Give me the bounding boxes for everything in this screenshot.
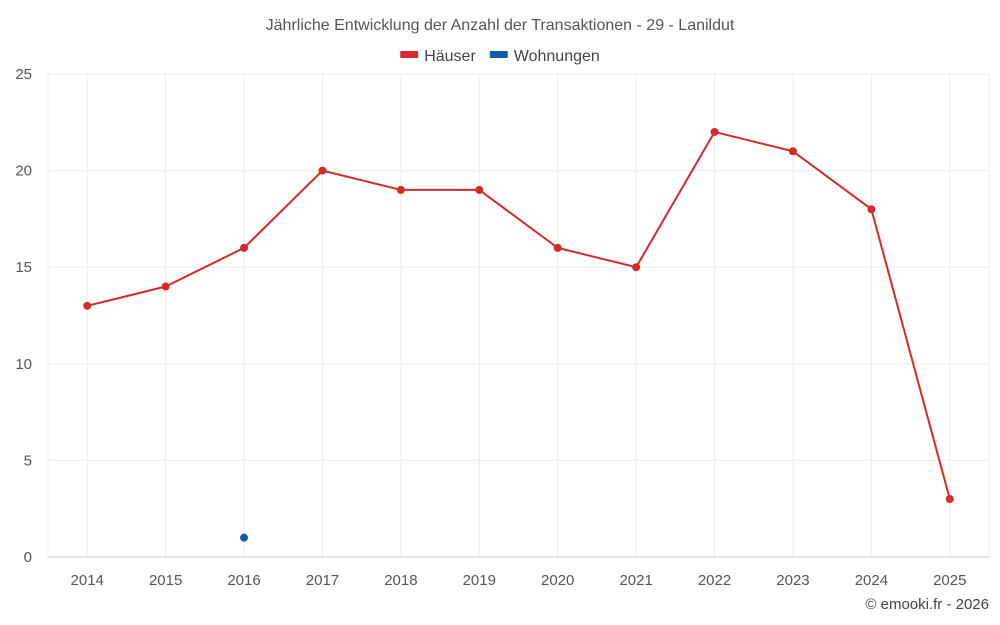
series-0-point-2023[interactable] (788, 147, 797, 156)
series-0-point-2014[interactable] (83, 301, 92, 310)
series-0-point-2018[interactable] (396, 185, 405, 194)
x-tick-label-2017: 2017 (306, 572, 339, 589)
x-tick-label-2015: 2015 (149, 572, 182, 589)
legend-label-1: Wohnungen (514, 48, 600, 65)
grid (47, 73, 990, 558)
series-0-point-2020[interactable] (553, 243, 562, 252)
legend-item-0[interactable]: Häuser (400, 48, 476, 65)
x-tick-label-2018: 2018 (384, 572, 417, 589)
x-tick-label-2021: 2021 (619, 572, 652, 589)
chart-title: Jährliche Entwicklung der Anzahl der Tra… (266, 17, 735, 34)
series-0-point-2015[interactable] (161, 282, 170, 291)
x-tick-label-2020: 2020 (541, 572, 574, 589)
legend-item-1[interactable]: Wohnungen (489, 48, 600, 65)
y-tick-label-10: 10 (15, 356, 32, 373)
series (83, 127, 954, 542)
series-1-point-2016[interactable] (240, 533, 249, 542)
y-tick-label-15: 15 (15, 259, 32, 276)
x-tick-label-2025: 2025 (933, 572, 966, 589)
series-0-point-2022[interactable] (710, 127, 719, 136)
x-tick-label-2024: 2024 (855, 572, 888, 589)
series-0-point-2016[interactable] (240, 243, 249, 252)
series-0-line (86, 130, 951, 500)
y-tick-label-0: 0 (24, 549, 32, 566)
legend: Häuser Wohnungen (400, 48, 600, 65)
series-0-point-2021[interactable] (632, 263, 641, 272)
legend-swatch-0 (400, 51, 419, 58)
y-tick-label-5: 5 (24, 452, 32, 469)
x-axis-ticks: 2014 2015 2016 2017 2018 2019 2020 2021 2022 2023… (71, 572, 967, 589)
credit-text: © emooki.fr - 2026 (865, 596, 989, 613)
legend-swatch-1 (489, 51, 508, 58)
x-tick-label-2016: 2016 (227, 572, 260, 589)
x-tick-label-2019: 2019 (463, 572, 496, 589)
series-0-point-2019[interactable] (475, 185, 484, 194)
series-0-point-2025[interactable] (945, 495, 954, 504)
series-0-point-2017[interactable] (318, 166, 327, 175)
x-tick-label-2023: 2023 (776, 572, 809, 589)
x-tick-label-2022: 2022 (698, 572, 731, 589)
y-tick-label-20: 20 (15, 163, 32, 180)
legend-label-0: Häuser (424, 48, 476, 65)
series-0-point-2024[interactable] (867, 205, 876, 214)
y-tick-label-25: 25 (15, 66, 32, 83)
x-tick-label-2014: 2014 (71, 572, 104, 589)
y-axis-ticks: 0 5 10 15 20 25 (15, 66, 32, 566)
